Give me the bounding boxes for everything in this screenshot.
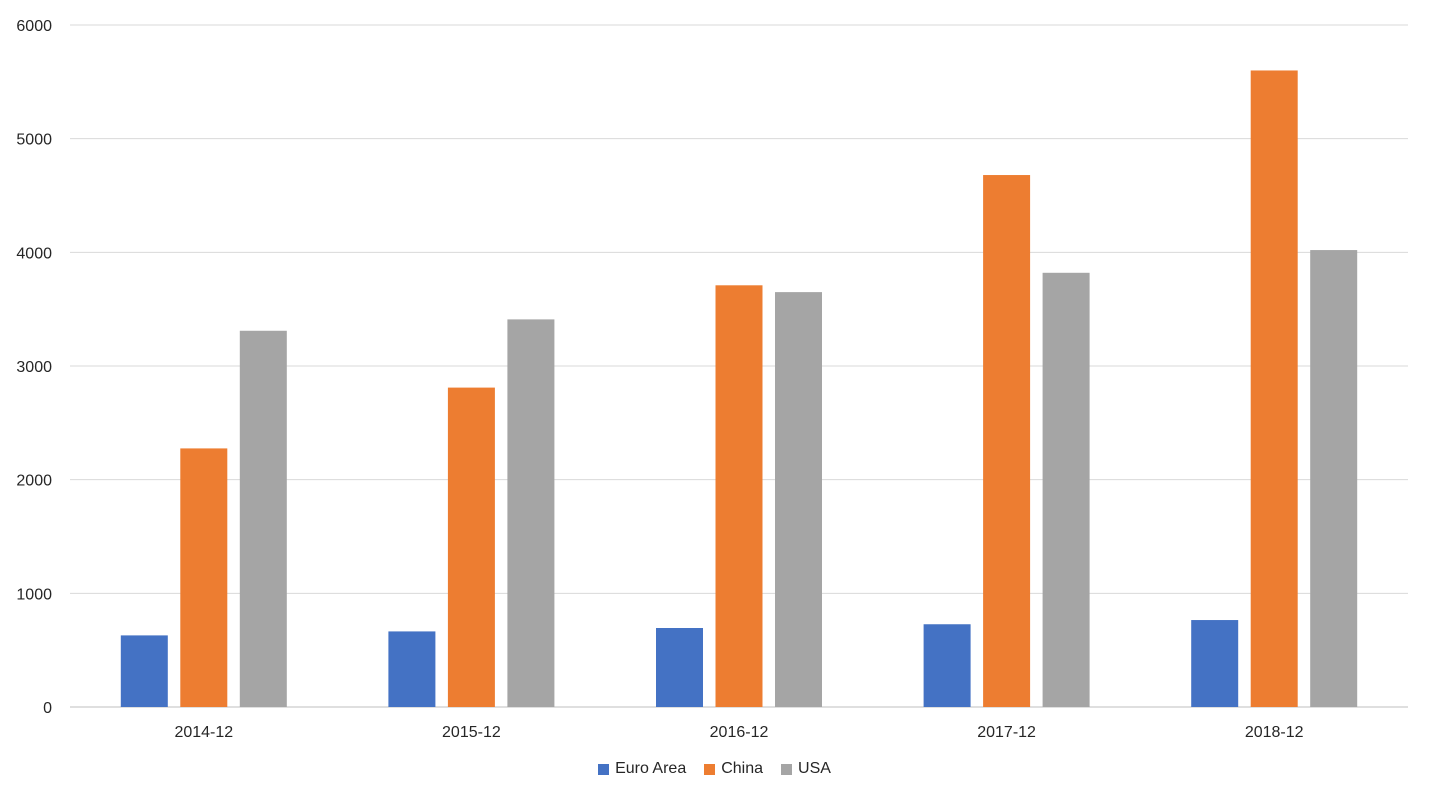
x-tick-label: 2015-12 xyxy=(442,724,501,741)
bars xyxy=(120,70,1358,708)
bar-usa xyxy=(1310,250,1358,707)
legend-item-china: China xyxy=(704,760,763,778)
y-tick-label: 5000 xyxy=(16,132,52,149)
bar-usa xyxy=(507,319,555,707)
y-axis-ticks: 0 1000 2000 3000 4000 5000 6000 xyxy=(16,18,52,717)
bar-china xyxy=(180,448,228,707)
bar-china xyxy=(1250,70,1298,707)
x-axis-ticks: 2014-12 2015-12 2016-12 2017-12 2018-12 xyxy=(174,724,1303,741)
bar-usa xyxy=(1042,272,1090,707)
legend-swatch-usa xyxy=(781,763,793,775)
legend-item-usa: USA xyxy=(781,760,831,778)
legend-swatch-euro-area xyxy=(598,763,610,775)
y-tick-label: 6000 xyxy=(16,18,52,35)
x-tick-label: 2016-12 xyxy=(710,724,769,741)
bar-euro-area xyxy=(120,635,168,707)
bar-euro-area xyxy=(1191,620,1239,707)
y-tick-label: 0 xyxy=(43,700,52,717)
legend-item-euro-area: Euro Area xyxy=(598,760,686,778)
y-tick-label: 1000 xyxy=(16,586,52,603)
legend: Euro Area China USA xyxy=(0,760,1429,778)
y-tick-label: 2000 xyxy=(16,473,52,490)
bar-china xyxy=(983,175,1031,708)
legend-swatch-china xyxy=(704,763,716,775)
bar-china xyxy=(447,387,495,707)
bar-euro-area xyxy=(388,631,436,707)
bar-euro-area xyxy=(923,624,971,707)
bar-usa xyxy=(775,292,822,707)
legend-label-usa: USA xyxy=(798,760,831,777)
bar-usa xyxy=(239,330,287,707)
legend-label-euro-area: Euro Area xyxy=(615,760,687,777)
bar-china xyxy=(715,285,763,707)
x-tick-label: 2017-12 xyxy=(977,724,1036,741)
bar-euro-area xyxy=(656,628,703,707)
x-tick-label: 2014-12 xyxy=(174,724,233,741)
chart-svg: 0 1000 2000 3000 4000 5000 6000 2014-12 2015-12… xyxy=(16,18,1408,741)
y-tick-label: 3000 xyxy=(16,359,52,376)
y-tick-label: 4000 xyxy=(16,245,52,262)
x-tick-label: 2018-12 xyxy=(1245,724,1304,741)
legend-label-china: China xyxy=(721,760,764,777)
